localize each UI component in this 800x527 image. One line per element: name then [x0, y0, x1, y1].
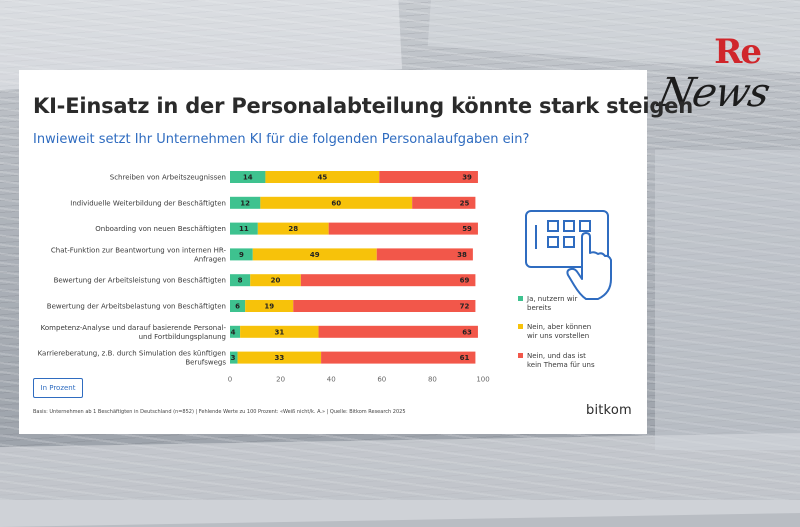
x-tick-label: 60 — [377, 376, 386, 384]
chart-subtitle: Inwieweit setzt Ihr Unternehmen KI für d… — [33, 132, 530, 147]
data-label: 19 — [264, 303, 274, 311]
category-label-line: und Fortbildungsplanung — [139, 333, 226, 341]
x-tick-label: 80 — [428, 376, 437, 384]
bar-segment — [321, 351, 476, 364]
renews-logo: Re News — [654, 30, 790, 120]
data-label: 69 — [460, 277, 470, 285]
data-label: 72 — [460, 303, 470, 311]
bitkom-logo: bitkom — [586, 403, 632, 418]
data-label: 33 — [274, 354, 284, 362]
data-label: 14 — [243, 174, 253, 182]
bar-segment — [376, 248, 473, 261]
data-label: 38 — [457, 251, 467, 259]
background-sheet — [655, 150, 800, 450]
x-tick-label: 40 — [327, 376, 336, 384]
data-label: 28 — [288, 225, 298, 233]
category-label: Karriereberatung, z.B. durch Simulation … — [38, 350, 227, 367]
category-label-line: Bewertung der Arbeitsleistung von Beschä… — [54, 277, 226, 285]
bar-segment — [230, 300, 246, 312]
unit-label: In Prozent — [33, 378, 83, 398]
infographic-card: KI-Einsatz in der Personalabteilung könn… — [19, 70, 693, 434]
category-label: Schreiben von Arbeitszeugnissen — [110, 174, 226, 182]
legend-swatch — [518, 353, 523, 358]
legend-swatch — [518, 324, 523, 329]
category-label-line: Kompetenz-Analyse und darauf basierende … — [41, 324, 227, 332]
category-label: Kompetenz-Analyse und darauf basierende … — [41, 324, 227, 341]
bar-segment — [230, 248, 253, 261]
legend-label: Nein, aber können wir uns vorstellen — [527, 323, 591, 340]
legend-label-line: Nein, aber können — [527, 323, 591, 331]
legend-label-line: Nein, und das ist — [527, 352, 586, 360]
x-tick-label: 20 — [276, 376, 285, 384]
data-label: 61 — [460, 354, 470, 362]
category-label: Individuelle Weiterbildung der Beschäfti… — [70, 199, 226, 207]
footnote-basis: Basis: Unternehmen ab 1 Beschäftigten in… — [33, 409, 406, 415]
bar-segment — [237, 351, 322, 364]
x-tick-label: 100 — [476, 376, 489, 384]
data-label: 6 — [235, 303, 240, 311]
bar-segment — [230, 325, 241, 338]
category-label: Chat-Funktion zur Beantwortung von inter… — [51, 246, 227, 263]
bar-segment — [260, 196, 413, 209]
logo-re: Re — [714, 32, 762, 72]
bar-segment — [245, 300, 294, 312]
legend-label-line: Ja, nutzern wir — [526, 295, 577, 303]
data-label: 20 — [271, 277, 281, 285]
stacked-bar-chart: Schreiben von Arbeitszeugnissen 14 45 39Ind… — [38, 171, 595, 384]
bar-segment — [252, 248, 377, 261]
bar-segment — [318, 325, 478, 338]
legend-label-line: wir uns vorstellen — [527, 332, 589, 340]
data-label: 31 — [274, 328, 284, 336]
tablet-touch-icon — [524, 207, 614, 307]
category-label: Onboarding von neuen Beschäftigten — [95, 225, 226, 233]
data-label: 9 — [239, 251, 244, 259]
data-label: 39 — [462, 174, 472, 182]
data-label: 12 — [240, 199, 250, 207]
bar-segment — [230, 274, 251, 287]
bar-segment — [379, 171, 478, 183]
legend-swatch — [518, 296, 523, 301]
chart-title: KI-Einsatz in der Personalabteilung könn… — [33, 94, 693, 118]
bar-segment — [328, 222, 478, 235]
legend-label: Nein, und das ist kein Thema für uns — [527, 352, 595, 369]
bar-segment — [230, 196, 261, 209]
legend-label-line: bereits — [527, 304, 551, 312]
data-label: 49 — [310, 251, 320, 259]
data-label: 3 — [231, 354, 236, 362]
data-label: 11 — [239, 225, 249, 233]
bar-segment — [265, 171, 380, 183]
data-label: 8 — [238, 277, 243, 285]
category-label: Bewertung der Arbeitsleistung von Beschä… — [54, 277, 226, 285]
bar-segment — [230, 351, 238, 364]
category-label: Bewertung der Arbeitsbelastung von Besch… — [47, 303, 226, 311]
category-label-line: Anfragen — [194, 255, 226, 263]
category-label-line: Berufswegs — [185, 359, 226, 367]
bar-segment — [250, 274, 301, 287]
data-label: 25 — [460, 199, 470, 207]
bar-segment — [240, 325, 319, 338]
bar-segment — [293, 300, 476, 312]
data-label: 59 — [462, 225, 472, 233]
bar-segment — [257, 222, 329, 235]
category-label-line: Chat-Funktion zur Beantwortung von inter… — [51, 246, 227, 254]
bar-segment — [300, 274, 476, 287]
legend-label: Ja, nutzern wir bereits — [526, 295, 577, 312]
category-label-line: Onboarding von neuen Beschäftigten — [95, 225, 226, 233]
data-label: 4 — [231, 328, 236, 336]
bar-segment — [412, 196, 476, 209]
category-label-line: Bewertung der Arbeitsbelastung von Besch… — [47, 303, 226, 311]
bar-segment — [230, 222, 258, 235]
x-tick-label: 0 — [228, 376, 232, 384]
category-label-line: Karriereberatung, z.B. durch Simulation … — [38, 350, 226, 358]
data-label: 63 — [462, 328, 472, 336]
data-label: 45 — [317, 174, 327, 182]
legend-label-line: kein Thema für uns — [527, 361, 595, 369]
data-label: 60 — [331, 199, 341, 207]
category-label-line: Schreiben von Arbeitszeugnissen — [110, 174, 226, 182]
category-label-line: Individuelle Weiterbildung der Beschäfti… — [70, 199, 226, 207]
bar-segment — [230, 171, 266, 183]
